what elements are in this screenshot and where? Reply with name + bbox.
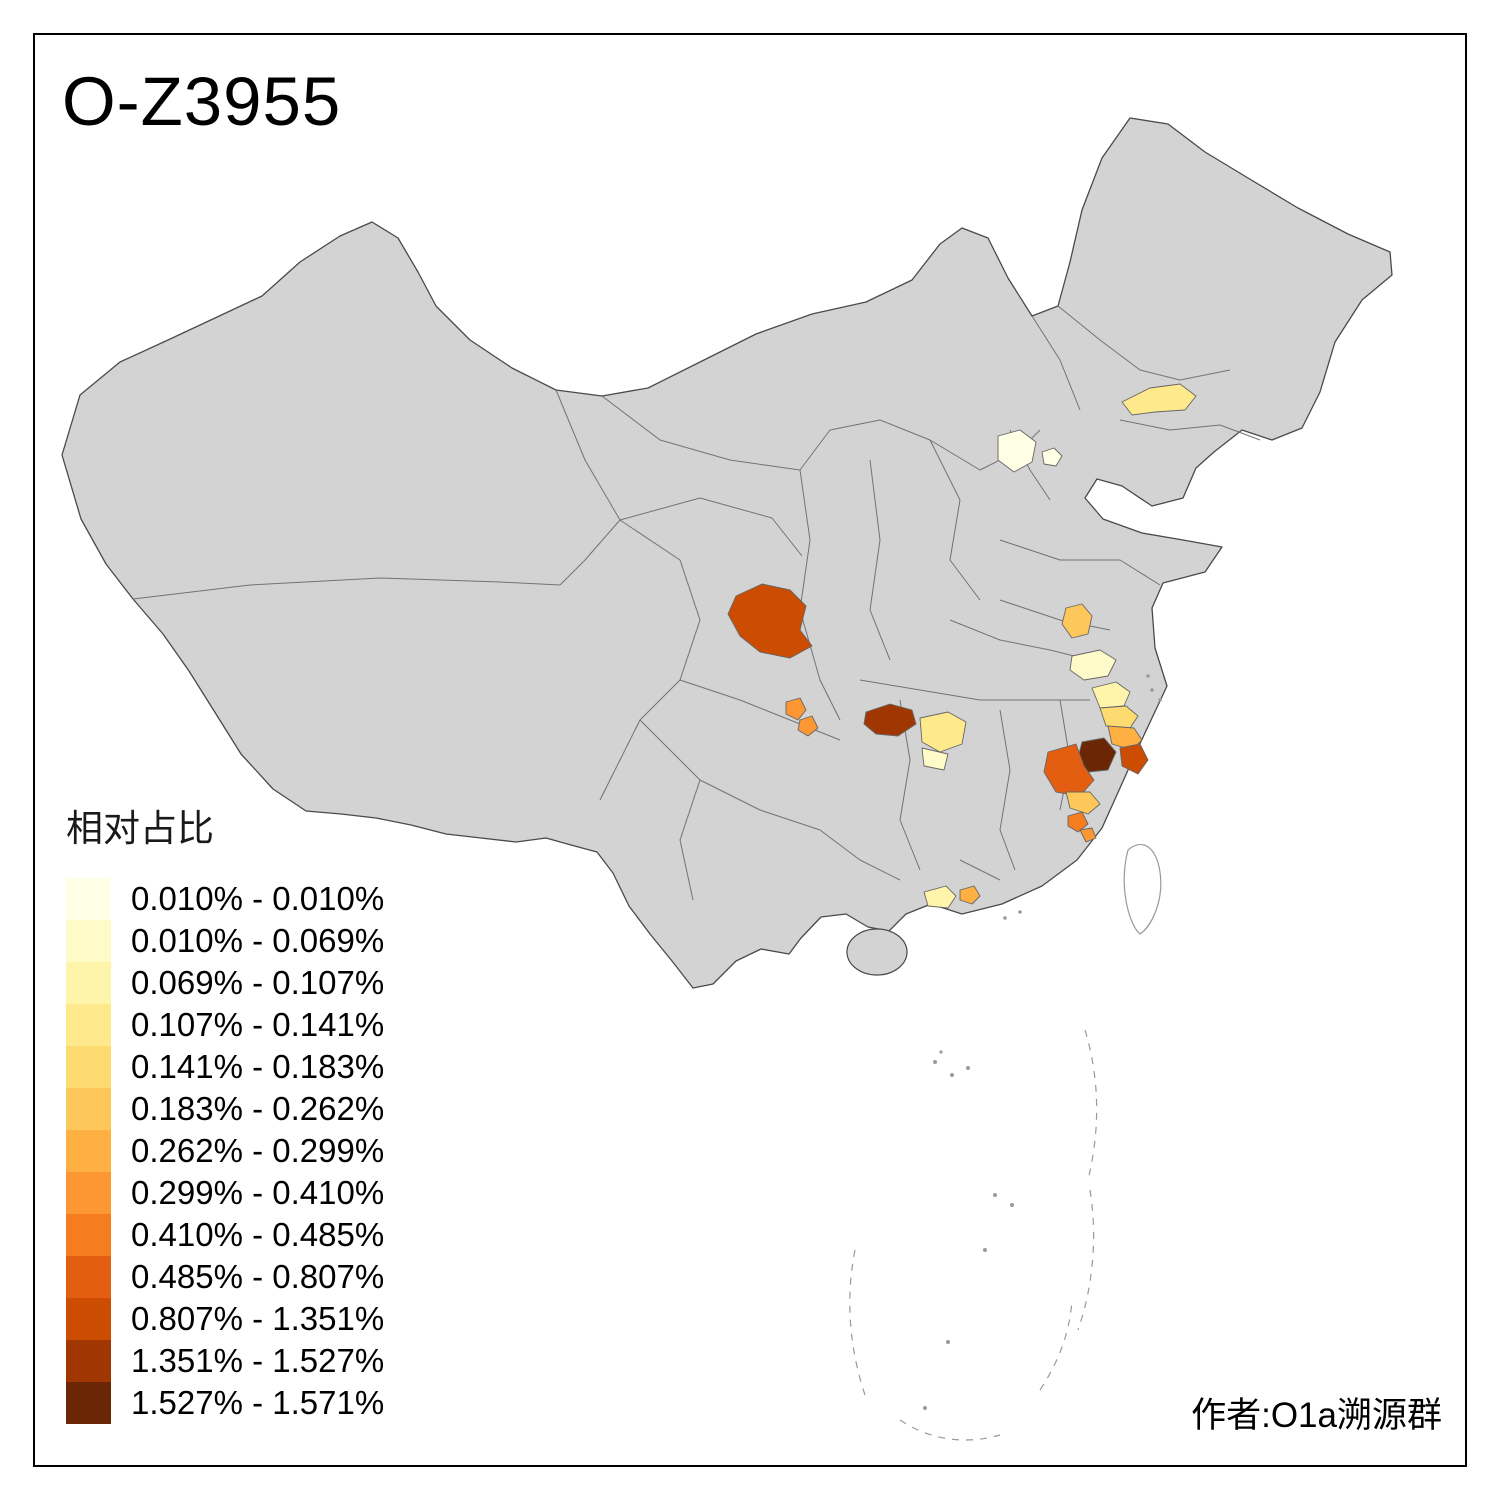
- legend-row: 0.107% - 0.141%: [66, 1004, 384, 1046]
- legend-swatch: [66, 1172, 111, 1214]
- region-zhejiang-north-pale: [1091, 681, 1131, 709]
- legend-swatch: [66, 1088, 111, 1130]
- legend-swatch: [66, 1298, 111, 1340]
- region-zhejiang-coastal-dark: [1119, 743, 1149, 775]
- legend-label: 0.485% - 0.807%: [131, 1258, 385, 1295]
- author-credit: 作者:O1a溯源群: [1191, 1396, 1442, 1435]
- legend-label: 0.807% - 1.351%: [131, 1300, 385, 1337]
- region-zhejiang-red-orange: [1043, 743, 1095, 797]
- region-hubei-pale-south: [921, 747, 949, 771]
- legend-label: 0.299% - 0.410%: [131, 1174, 385, 1211]
- legend-label: 0.107% - 0.141%: [131, 1006, 385, 1043]
- legend-title: 相对占比: [66, 808, 214, 849]
- legend-swatch: [66, 920, 111, 962]
- region-fujian-orange-b: [1079, 827, 1097, 843]
- legend-label: 0.262% - 0.299%: [131, 1132, 385, 1169]
- legend-row: 0.010% - 0.069%: [66, 920, 384, 962]
- legend-swatch: [66, 878, 111, 920]
- region-jiangsu-amber: [1061, 603, 1093, 639]
- region-beijing-pale: [997, 429, 1037, 473]
- small-islands: [923, 674, 1162, 1410]
- legend-label: 0.010% - 0.069%: [131, 922, 385, 959]
- province-borders: [132, 305, 1261, 901]
- legend-swatch: [66, 1256, 111, 1298]
- region-zhejiang-light: [1099, 705, 1139, 729]
- region-zhejiang-south-amber: [1065, 791, 1101, 815]
- region-beijing-pale-small: [1041, 447, 1063, 467]
- legend-label: 0.183% - 0.262%: [131, 1090, 385, 1127]
- legend-row: 0.141% - 0.183%: [66, 1046, 384, 1088]
- region-fujian-orange-a: [1067, 811, 1089, 833]
- legend-swatch: [66, 962, 111, 1004]
- region-hubei-dark-brown: [863, 703, 917, 737]
- legend-row: 0.807% - 1.351%: [66, 1298, 384, 1340]
- legend-label: 1.351% - 1.527%: [131, 1342, 385, 1379]
- legend-swatch: [66, 1046, 111, 1088]
- south-china-sea-dashes: [849, 1029, 1098, 1441]
- legend-row: 0.410% - 0.485%: [66, 1214, 384, 1256]
- legend-swatch: [66, 1214, 111, 1256]
- region-jilin-light: [1121, 383, 1197, 416]
- legend-label: 0.010% - 0.010%: [131, 880, 385, 917]
- legend-label: 1.527% - 1.571%: [131, 1384, 385, 1421]
- legend-swatch: [66, 1004, 111, 1046]
- legend-row: 0.299% - 0.410%: [66, 1172, 384, 1214]
- region-guangdong-orange: [959, 885, 981, 905]
- region-chongqing-orange-a: [785, 697, 807, 721]
- hainan-island: [846, 928, 908, 976]
- region-anhui-pale: [1069, 649, 1117, 681]
- region-hubei-pale-east: [919, 711, 967, 753]
- legend-row: 0.485% - 0.807%: [66, 1256, 384, 1298]
- legend-row: 1.351% - 1.527%: [66, 1340, 384, 1382]
- page-title: O-Z3955: [62, 63, 342, 140]
- taiwan-island: [1123, 844, 1162, 935]
- region-gansu-dark-orange: [727, 583, 813, 659]
- legend-row: 1.527% - 1.571%: [66, 1382, 384, 1424]
- legend-label: 0.141% - 0.183%: [131, 1048, 385, 1085]
- legend-row: 0.069% - 0.107%: [66, 962, 384, 1004]
- map-highlights: [727, 383, 1197, 909]
- legend-row: 0.262% - 0.299%: [66, 1130, 384, 1172]
- region-guangdong-pale: [923, 885, 957, 909]
- legend-label: 0.069% - 0.107%: [131, 964, 385, 1001]
- region-chongqing-orange-b: [797, 715, 819, 737]
- legend-row: 0.183% - 0.262%: [66, 1088, 384, 1130]
- legend-swatch: [66, 1340, 111, 1382]
- legend-swatch: [66, 1130, 111, 1172]
- legend: 相对占比 0.010% - 0.010% 0.010% - 0.069% 0.0…: [66, 798, 384, 1424]
- legend-swatch: [66, 1382, 111, 1424]
- legend-row: 0.010% - 0.010%: [66, 878, 384, 920]
- legend-label: 0.410% - 0.485%: [131, 1216, 385, 1253]
